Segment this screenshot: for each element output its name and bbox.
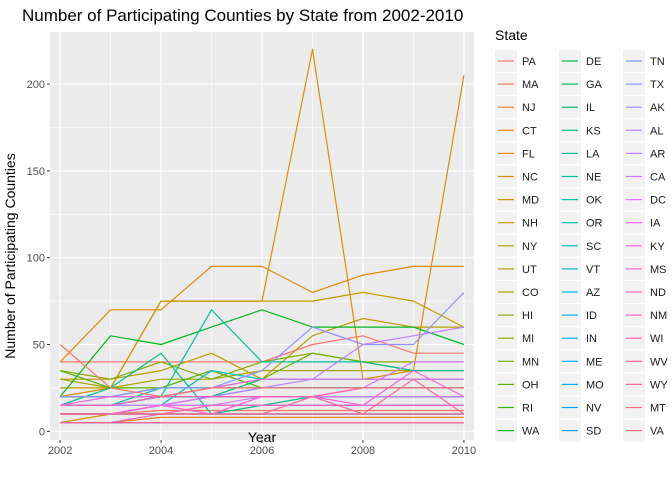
y-tick-label: 0 xyxy=(39,426,45,438)
x-axis-ticks: 2002 2004 2006 2008 2010 xyxy=(48,440,476,457)
legend-title: State xyxy=(495,27,528,43)
legend-label-la: LA xyxy=(586,148,600,160)
legend-label-az: AZ xyxy=(586,287,600,299)
legend-label-ut: UT xyxy=(522,264,537,276)
x-tick-label: 2008 xyxy=(351,445,375,457)
legend-label-mi: MI xyxy=(522,333,534,345)
legend-items: PA MA NJ CT FL NC MD NH NY UT CO HI MI MN OH RI WA DE GA IL… xyxy=(495,50,668,442)
legend-label-mo: MO xyxy=(586,379,604,391)
legend-label-ri: RI xyxy=(522,403,533,415)
legend-label-or: OR xyxy=(586,218,603,230)
legend-label-nm: NM xyxy=(650,310,667,322)
series-line-nh xyxy=(60,291,465,389)
x-tick-label: 2006 xyxy=(250,445,274,457)
series-lines xyxy=(59,48,465,424)
legend-label-id: ID xyxy=(586,310,597,322)
series-line-ct xyxy=(60,416,464,424)
chart-title: Number of Participating Counties by Stat… xyxy=(22,6,463,25)
legend-label-in: IN xyxy=(586,333,597,345)
legend-label-oh: OH xyxy=(522,379,539,391)
legend-label-ia: IA xyxy=(650,218,661,230)
x-axis-label: Year xyxy=(248,429,277,445)
legend-label-co: CO xyxy=(522,287,539,299)
legend-label-wa: WA xyxy=(522,426,540,438)
legend-label-pa: PA xyxy=(522,56,537,68)
legend-label-ak: AK xyxy=(650,102,665,114)
legend-label-tn: TN xyxy=(650,56,665,68)
legend-label-wy: WY xyxy=(650,379,668,391)
legend-label-ky: KY xyxy=(650,241,665,253)
legend-label-il: IL xyxy=(586,102,595,114)
legend-label-ct: CT xyxy=(522,125,537,137)
legend-label-dc: DC xyxy=(650,195,666,207)
legend-label-hi: HI xyxy=(522,310,533,322)
legend: State PA MA NJ CT FL NC MD NH NY UT CO HI MI MN OH RI WA… xyxy=(495,27,668,442)
y-tick-label: 150 xyxy=(27,166,45,178)
legend-label-ne: NE xyxy=(586,172,601,184)
legend-label-mn: MN xyxy=(522,356,539,368)
y-axis-label: Number of Participating Counties xyxy=(2,153,18,358)
x-tick-label: 2010 xyxy=(452,445,476,457)
legend-label-ny: NY xyxy=(522,241,538,253)
legend-label-ks: KS xyxy=(586,125,601,137)
series-line-va xyxy=(59,344,464,398)
legend-label-al: AL xyxy=(650,125,663,137)
legend-label-wi: WI xyxy=(650,333,663,345)
legend-label-me: ME xyxy=(586,356,603,368)
legend-label-nd: ND xyxy=(650,287,666,299)
legend-label-ms: MS xyxy=(650,264,667,276)
y-axis-ticks: 0 50 100 150 200 xyxy=(27,79,50,438)
legend-label-ar: AR xyxy=(650,148,665,160)
series-line-ma xyxy=(60,409,464,415)
legend-label-nj: NJ xyxy=(522,102,535,114)
legend-label-va: VA xyxy=(650,426,665,438)
legend-label-nv: NV xyxy=(586,403,602,415)
legend-label-ok: OK xyxy=(586,195,603,207)
series-line-wa xyxy=(59,309,465,397)
legend-label-sd: SD xyxy=(586,426,601,438)
series-line-fl xyxy=(59,265,464,363)
legend-label-ca: CA xyxy=(650,172,666,184)
legend-label-nh: NH xyxy=(522,218,538,230)
major-grid xyxy=(50,32,474,440)
legend-label-de: DE xyxy=(586,56,601,68)
y-tick-label: 100 xyxy=(27,253,45,265)
series-line-ky xyxy=(59,378,464,406)
x-tick-label: 2002 xyxy=(48,445,72,457)
legend-label-wv: WV xyxy=(650,356,668,368)
series-line-tx xyxy=(60,291,465,398)
legend-label-vt: VT xyxy=(586,264,600,276)
legend-label-sc: SC xyxy=(586,241,601,253)
legend-label-mt: MT xyxy=(650,403,666,415)
legend-label-ma: MA xyxy=(522,79,539,91)
legend-label-ga: GA xyxy=(586,79,603,91)
legend-label-nc: NC xyxy=(522,172,538,184)
legend-label-tx: TX xyxy=(650,79,665,91)
y-tick-label: 50 xyxy=(33,340,45,352)
legend-label-md: MD xyxy=(522,195,539,207)
x-tick-label: 2004 xyxy=(149,445,173,457)
y-tick-label: 200 xyxy=(27,79,45,91)
legend-label-fl: FL xyxy=(522,148,535,160)
